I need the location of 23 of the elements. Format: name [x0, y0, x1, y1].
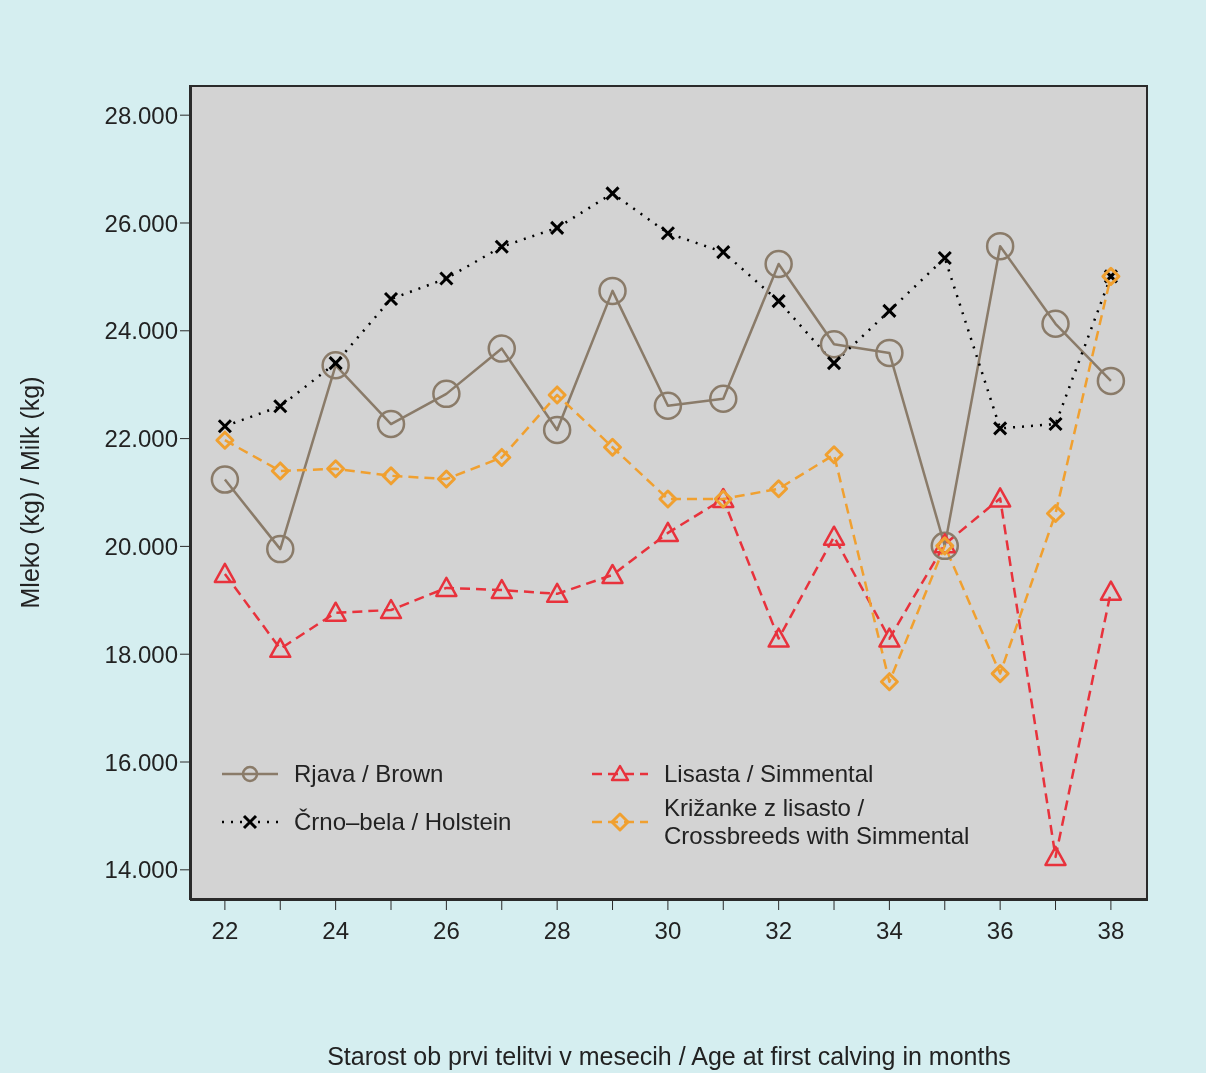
x-tick-label: 24: [322, 917, 349, 945]
x-tick-label: 38: [1097, 917, 1125, 945]
legend-label: Križanke z lisasto / Crossbreeds with Simmental: [664, 794, 970, 850]
y-axis-title: Mleko (kg) / Milk (kg): [15, 376, 44, 609]
y-tick-label: 24.000: [104, 317, 178, 345]
legend-label: Rjava / Brown: [294, 760, 444, 788]
legend-label: Črno–bela / Holstein: [294, 808, 512, 836]
x-tick-label: 28: [543, 917, 571, 945]
x-tick-label: 32: [765, 917, 792, 945]
x-tick-label: 30: [654, 917, 682, 945]
y-tick-label: 20.000: [104, 532, 178, 560]
x-tick-label: 26: [433, 917, 460, 945]
y-tick-label: 28.000: [104, 101, 178, 129]
y-tick-label: 18.000: [104, 640, 178, 668]
y-tick-label: 22.000: [104, 425, 178, 453]
x-tick-label: 36: [986, 917, 1014, 945]
x-tick-label: 34: [876, 917, 903, 945]
y-tick-label: 14.000: [104, 856, 178, 884]
x-tick-label: 22: [211, 917, 239, 945]
x-axis-title: Starost ob prvi telitvi v mesecih / Age at first calving in months: [327, 1042, 1011, 1070]
y-tick-label: 16.000: [104, 748, 178, 776]
y-tick-label: 26.000: [104, 209, 178, 237]
legend-label: Lisasta / Simmental: [664, 760, 874, 788]
